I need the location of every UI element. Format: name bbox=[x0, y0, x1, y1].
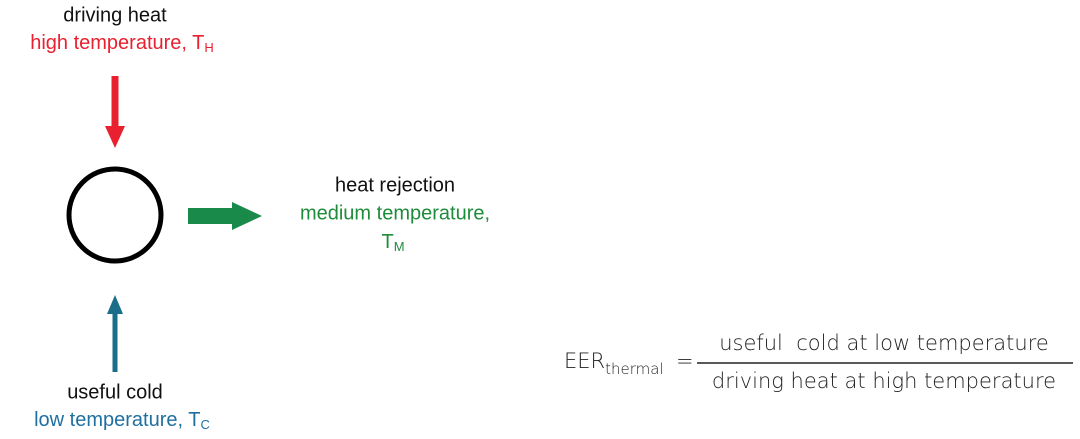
formula-equals: = bbox=[676, 349, 694, 373]
top-label: driving heat bbox=[63, 4, 167, 26]
formula-denominator: driving heat at high temperature bbox=[712, 369, 1056, 393]
right-temperature: medium temperature, bbox=[300, 202, 490, 224]
top-temperature: high temperature, TH bbox=[30, 32, 214, 55]
formula-lhs: EERthermal bbox=[564, 349, 664, 378]
right-label: heat rejection bbox=[335, 174, 455, 196]
formula-lhs-text: EER bbox=[564, 349, 605, 373]
formula-lhs-subscript: thermal bbox=[605, 360, 664, 378]
top-subscript: H bbox=[204, 40, 213, 55]
right-symbol: TM bbox=[381, 231, 404, 254]
bottom-temperature-text: low temperature, T bbox=[34, 409, 200, 431]
heat-rejection-arrow-head bbox=[232, 202, 262, 230]
bottom-subscript: C bbox=[200, 417, 209, 432]
heat-rejection-arrow-shaft bbox=[188, 208, 234, 224]
machine-circle bbox=[66, 166, 164, 264]
right-subscript: M bbox=[394, 239, 405, 254]
driving-heat-arrow-head bbox=[105, 126, 125, 148]
bottom-label: useful cold bbox=[67, 381, 163, 403]
useful-cold-arrow-head bbox=[107, 295, 123, 314]
top-temperature-text: high temperature, T bbox=[30, 32, 204, 54]
bottom-temperature: low temperature, TC bbox=[34, 409, 210, 432]
formula-numerator: useful cold at low temperature bbox=[719, 331, 1049, 355]
right-symbol-text: T bbox=[381, 231, 393, 253]
